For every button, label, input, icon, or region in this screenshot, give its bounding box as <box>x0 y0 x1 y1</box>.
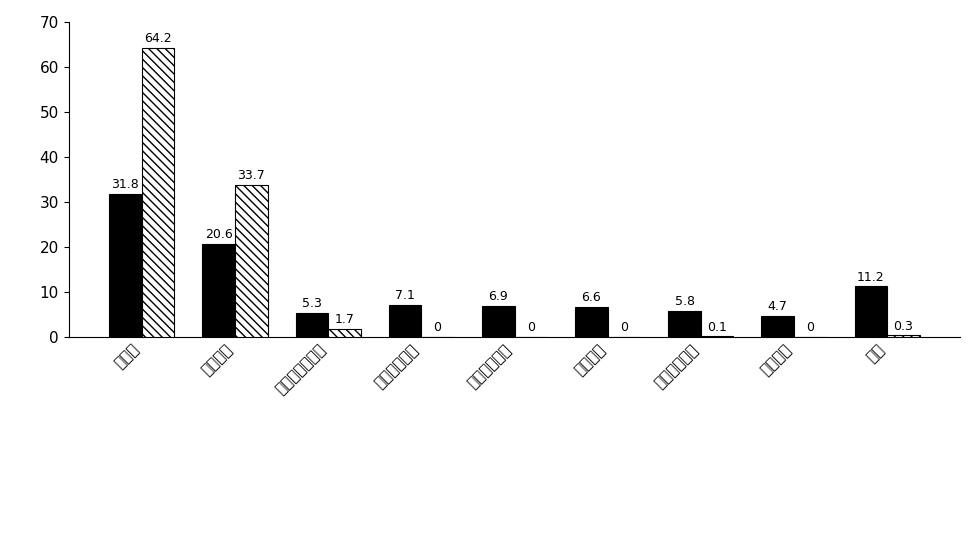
Bar <box>202 244 235 337</box>
Text: 6.6: 6.6 <box>581 291 602 304</box>
Text: 31.8: 31.8 <box>112 178 139 191</box>
Text: 0: 0 <box>433 321 442 334</box>
Text: 0: 0 <box>527 321 535 334</box>
Text: 64.2: 64.2 <box>144 32 172 45</box>
Text: 6.9: 6.9 <box>488 290 508 303</box>
Bar <box>575 307 608 337</box>
Text: 0: 0 <box>807 321 814 334</box>
Bar <box>328 329 361 337</box>
Bar <box>296 313 328 337</box>
Text: 0.3: 0.3 <box>894 320 913 333</box>
Bar <box>855 286 887 337</box>
Text: 33.7: 33.7 <box>237 169 266 182</box>
Text: 7.1: 7.1 <box>395 289 415 302</box>
Text: 0: 0 <box>620 321 628 334</box>
Text: 1.7: 1.7 <box>334 313 355 326</box>
Bar <box>668 311 701 337</box>
Bar <box>761 315 794 337</box>
Bar <box>389 305 421 337</box>
Text: 0.1: 0.1 <box>708 320 727 333</box>
Bar <box>142 48 174 337</box>
Bar <box>235 185 268 337</box>
Bar <box>109 194 142 337</box>
Bar <box>482 306 514 337</box>
Text: 4.7: 4.7 <box>767 300 788 313</box>
Text: 11.2: 11.2 <box>858 270 885 283</box>
Text: 5.3: 5.3 <box>302 297 321 310</box>
Text: 5.8: 5.8 <box>674 295 695 308</box>
Bar <box>887 336 920 337</box>
Text: 20.6: 20.6 <box>205 228 232 241</box>
